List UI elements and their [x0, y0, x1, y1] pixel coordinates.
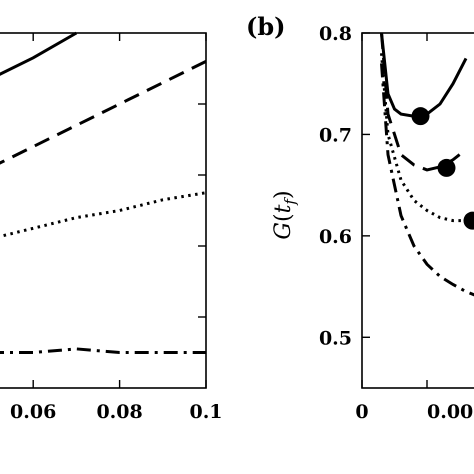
y-axis-label-g: G [271, 222, 296, 240]
panel-a-frame [0, 32, 207, 389]
panel-a-series-dashed [0, 60, 207, 165]
panel-b-y-tick-label: 0.5 [319, 327, 352, 349]
panel-b-series-solid [380, 32, 468, 118]
panel-b-frame [361, 32, 474, 389]
panel-b-minimum-marker-dashed [437, 158, 456, 177]
panel-b-label: (b) [246, 12, 286, 41]
panel-b-series-dotted [380, 53, 466, 223]
panel-a-y-ticks [198, 103, 206, 318]
panel-a-x-tick-label: 0.06 [10, 401, 56, 423]
panel-b-minimum-marker-solid [411, 107, 430, 126]
panel-b-markers [411, 107, 474, 230]
panel-a-series-dotted [0, 191, 207, 238]
y-axis-label-subscript-f: f [281, 197, 299, 206]
panel-b-series-dashed [380, 32, 467, 172]
panel-a-x-tick-label: 0.1 [189, 401, 222, 423]
panel-b-y-tick-label: 0.8 [319, 23, 352, 45]
panel-b-series-dash-dot [380, 63, 474, 297]
panel-b-x-ticks: 0 0.00 [355, 33, 473, 423]
y-axis-label-close-paren: ) [271, 190, 296, 199]
panel-b-y-tick-label: 0.7 [319, 124, 352, 146]
panel-b-curves [380, 32, 474, 297]
panel-a: 0.06 0.08 0.1 [0, 31, 223, 423]
panel-b-x-tick-label: 0.00 [427, 401, 473, 423]
panel-a-series-solid [0, 31, 78, 76]
panel-a-curves [0, 31, 207, 354]
y-axis-label-open-paren: ( [271, 213, 296, 222]
panel-b: (b) G(tf) 0 0.00 0.80.70.60.5 [246, 12, 474, 423]
panel-b-y-tick-label: 0.6 [319, 226, 352, 248]
panel-a-series-dash-dot [0, 347, 206, 354]
panel-b-y-ticks: 0.8 0.7 0.6 0.5 [319, 23, 370, 349]
panel-b-y-axis-label: G(tf) [271, 190, 299, 239]
panel-a-x-tick-label: 0.08 [96, 401, 142, 423]
panel-a-x-ticks: 0.06 0.08 0.1 [10, 33, 223, 423]
panel-b-minimum-marker-dotted [463, 211, 474, 230]
panel-b-x-tick-label: 0 [355, 401, 368, 423]
y-axis-label-t: t [271, 204, 296, 213]
